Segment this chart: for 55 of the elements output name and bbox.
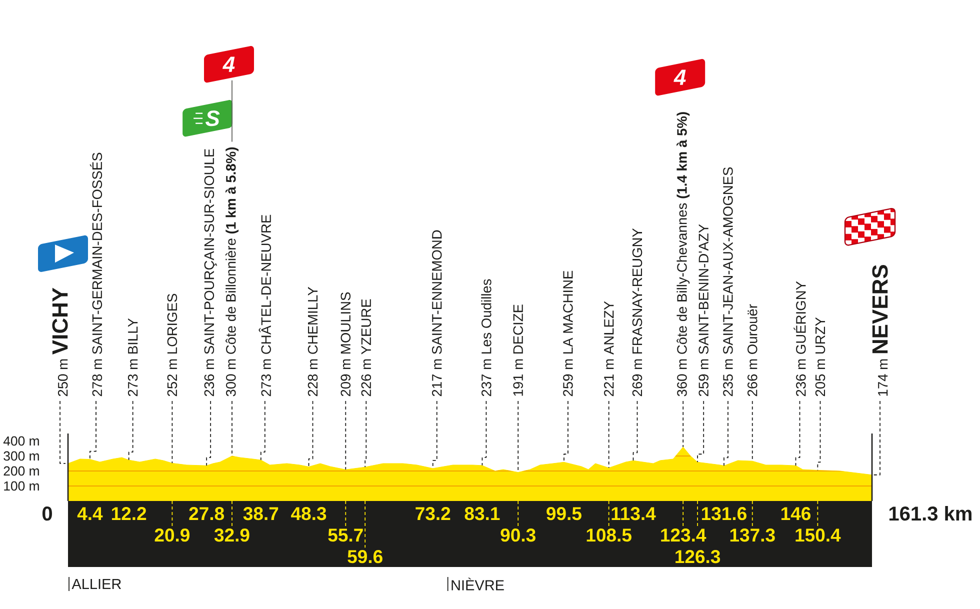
annotation: 226 m YZEURE — [361, 299, 372, 396]
x-tick-label: 146 — [781, 507, 811, 520]
annotation: 259 m SAINT-BENIN-D'AZY — [698, 224, 708, 396]
annotation: 236 m GUÉRIGNY — [794, 281, 806, 396]
annotation: 237 m Les Oudilles — [481, 279, 492, 396]
x-tick-label: 99.5 — [546, 507, 582, 520]
annotation: 32.9 — [214, 528, 250, 542]
annotation: 59.6 — [348, 550, 382, 564]
annotation: 217 m SAINT-ENNEMOND — [432, 230, 442, 396]
y-tick-label: 100 m — [4, 481, 39, 491]
x-tick-label: 38.7 — [243, 507, 278, 520]
annotation: 228 m CHEMILLY — [308, 286, 318, 396]
annotation: 252 m LORIGES — [167, 294, 178, 396]
text: S — [206, 110, 220, 126]
annotation: 235 m SAINT-JEAN-AUX-AMOGNES — [723, 167, 733, 396]
annotation: 259 m LA MACHINE — [563, 270, 573, 396]
x-tick-label: 113.4 — [612, 507, 656, 520]
annotation: 273 m CHÂTEL-DE-NEUVRE — [258, 214, 272, 396]
annotation: 191 m DECIZE — [513, 304, 523, 396]
annotation: 300 m Côte de Billonnière (1 km à 5.8%) — [225, 147, 239, 396]
x-tick-label: 4.4 — [77, 507, 103, 520]
x-tick-label: 12.2 — [112, 507, 146, 520]
x-tick-label: 48.3 — [291, 507, 326, 520]
annotation: 221 m ANLEZY — [604, 301, 614, 396]
annotation: 0 — [42, 506, 52, 521]
annotation: 250 m VICHY — [52, 288, 68, 396]
x-tick-label: 131.6 — [702, 507, 746, 520]
annotation: 20.9 — [154, 528, 190, 542]
annotation: 205 m URZY — [815, 317, 826, 396]
annotation: 174 m NEVERS — [872, 264, 888, 396]
annotation: 161.3 km — [889, 506, 972, 521]
annotation: 360 m Côte de Billy-Chevannes (1.4 km à 5%) — [676, 112, 690, 396]
text: 4 — [674, 70, 686, 85]
x-tick-label: 83.1 — [464, 507, 500, 520]
text: 4 — [222, 56, 235, 72]
annotation: 137.3 — [730, 528, 775, 542]
annotation: 108.5 — [586, 528, 632, 542]
annotation: 273 m BILLY — [128, 318, 138, 396]
annotation: 90.3 — [500, 528, 536, 542]
annotation: 236 m SAINT-POURÇAIN-SUR-SIOULE — [204, 148, 217, 396]
annotation: 126.3 — [676, 550, 720, 564]
annotation: 209 m MOULINS — [340, 292, 351, 396]
x-tick-label: 27.8 — [189, 507, 224, 520]
y-tick-label: 200 m — [4, 466, 39, 476]
annotation: 266 m Ourouër — [747, 304, 758, 396]
ref-line-label: NIÈVRE — [452, 578, 504, 590]
annotation: 278 m SAINT-GERMAIN-DES-FOSSÉS — [90, 152, 102, 396]
annotation: 55.7 — [328, 528, 363, 542]
y-tick-label: 300 m — [4, 451, 39, 461]
x-tick-label: 73.2 — [416, 507, 450, 520]
ref-line-label: ALLIER — [72, 578, 122, 589]
annotation: 150.4 — [796, 528, 841, 542]
y-tick-label: 400 m — [3, 436, 39, 446]
annotation: 123.4 — [661, 528, 706, 542]
annotation: 269 m FRASNAY-REUGNY — [632, 228, 642, 396]
